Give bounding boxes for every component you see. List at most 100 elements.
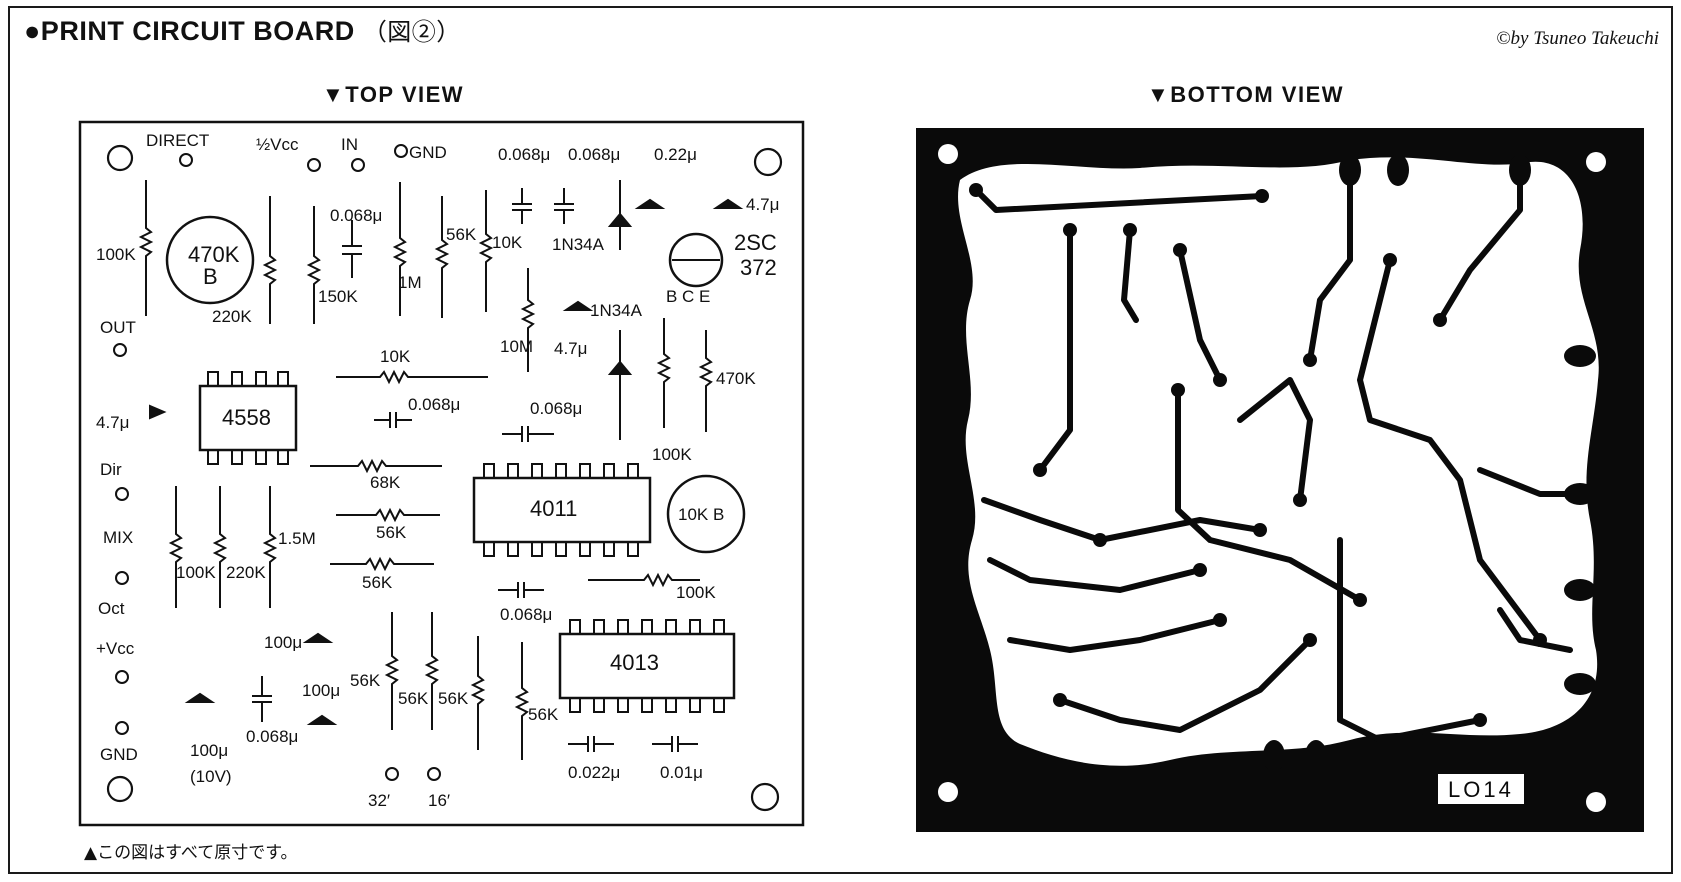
label-out: OUT	[100, 318, 136, 337]
title-text: ●PRINT CIRCUIT BOARD	[24, 16, 355, 46]
oval-pad	[1305, 740, 1327, 772]
value-100u-c: 100μ	[302, 681, 340, 700]
resistor-10k-a	[478, 190, 494, 312]
capacitor-0022	[568, 736, 614, 752]
value-1-5m: 1.5M	[278, 529, 316, 548]
value-56k-f: 56K	[376, 523, 407, 542]
capacitor-0068-b	[512, 188, 532, 224]
author-credit: ©by Tsuneo Takeuchi	[1496, 28, 1659, 49]
resistor-470k	[698, 330, 714, 432]
label-half-vcc: ½Vcc	[256, 135, 299, 154]
resistor-56k-c	[424, 612, 440, 730]
pad	[1303, 633, 1317, 647]
capacitor-0068-f	[498, 582, 544, 598]
figure-frame	[8, 6, 1673, 874]
transistor-2sc372	[668, 232, 724, 288]
trace-top	[973, 187, 1265, 213]
mounting-hole-bottom-right	[750, 782, 780, 812]
pad-mix	[115, 571, 129, 585]
transistor-label-top: 2SC	[734, 230, 777, 255]
pad-gnd-top	[394, 144, 408, 158]
value-001: 0.01μ	[660, 763, 703, 782]
electrolytic-47u-d	[712, 198, 744, 209]
label-16: 16′	[428, 791, 450, 810]
value-47u-a: 4.7μ	[96, 413, 129, 432]
bottom-mounting-hole	[1586, 152, 1606, 172]
pot-470k	[165, 215, 255, 305]
resistor-56k-a	[434, 196, 450, 318]
figure-reference: （図②）	[362, 18, 461, 46]
pad-direct	[179, 153, 193, 167]
label-vcc: +Vcc	[96, 639, 135, 658]
trace-h	[1007, 617, 1223, 653]
label-mix: MIX	[103, 528, 133, 547]
mounting-hole-top-right	[753, 147, 783, 177]
resistor-56k-g	[330, 556, 434, 572]
pad-in	[351, 158, 365, 172]
value-56k-g: 56K	[362, 573, 393, 592]
pad-16	[427, 767, 441, 781]
oval-pad	[1387, 154, 1409, 186]
value-10m: 10M	[500, 337, 533, 356]
value-100u-a: 100μ	[264, 633, 302, 652]
pad	[1173, 243, 1187, 257]
ic-4558-label: 4558	[222, 405, 271, 430]
electrolytic-47u-b	[634, 198, 666, 209]
value-100k-b: 100K	[652, 445, 692, 464]
pad	[1093, 533, 1107, 547]
label-32: 32′	[368, 791, 390, 810]
board-code: LO14	[1448, 777, 1514, 802]
pad	[1123, 223, 1137, 237]
ic-4011-label: 4011	[530, 496, 577, 521]
page-title: ●PRINT CIRCUIT BOARD （図②）	[24, 12, 461, 47]
trace-j	[1337, 537, 1483, 743]
electrolytic-47u-c	[562, 300, 594, 311]
resistor-56k-d	[470, 636, 486, 750]
oval-pad	[1339, 154, 1361, 186]
electrolytic-100u-b	[184, 692, 216, 703]
resistor-56k-b	[384, 612, 400, 730]
pot-470k-label: 470K	[188, 242, 240, 267]
value-56k-c: 56K	[398, 689, 429, 708]
pad	[1353, 593, 1367, 607]
top-view-heading: ▼TOP VIEW	[322, 82, 465, 107]
resistor-100k-a	[138, 180, 154, 316]
ic-4011-pins-top	[483, 463, 639, 478]
trace-i	[1057, 637, 1313, 733]
value-0068-d: 0.068μ	[408, 395, 460, 414]
pad	[1053, 693, 1067, 707]
label-gnd-bottom: GND	[100, 745, 138, 764]
value-56k-b: 56K	[350, 671, 381, 690]
value-220k-b: 220K	[226, 563, 266, 582]
pad	[1293, 493, 1307, 507]
ic-4558	[198, 384, 298, 452]
value-10v: (10V)	[190, 767, 232, 786]
pad	[969, 183, 983, 197]
pad	[1171, 383, 1185, 397]
resistor-100k-b	[656, 318, 672, 428]
capacitor-0068-c	[554, 188, 574, 224]
mounting-hole-top-left	[106, 144, 134, 172]
ic-4558-pins-top	[207, 371, 289, 386]
value-100k-a: 100K	[96, 245, 136, 264]
ic-4011	[472, 476, 652, 544]
pot-470k-b: B	[203, 264, 218, 289]
label-direct: DIRECT	[146, 131, 209, 150]
resistor-56k-f	[336, 507, 440, 523]
resistor-68k	[310, 458, 442, 474]
capacitor-0068-g	[252, 676, 272, 722]
value-10k-b: 10K	[380, 347, 411, 366]
pad-dir	[115, 487, 129, 501]
value-100k-d: 100K	[676, 583, 716, 602]
transistor-pins: B C E	[666, 287, 710, 306]
value-0068-e: 0.068μ	[530, 399, 582, 418]
trace-right-top	[1437, 165, 1523, 323]
pad	[1213, 613, 1227, 627]
oval-pad	[1263, 740, 1285, 772]
resistor-220k-a	[262, 196, 278, 324]
resistor-150k	[306, 206, 322, 324]
ic-4013-pins-bottom	[569, 698, 725, 713]
bottom-mounting-hole	[1586, 792, 1606, 812]
value-150k: 150K	[318, 287, 358, 306]
